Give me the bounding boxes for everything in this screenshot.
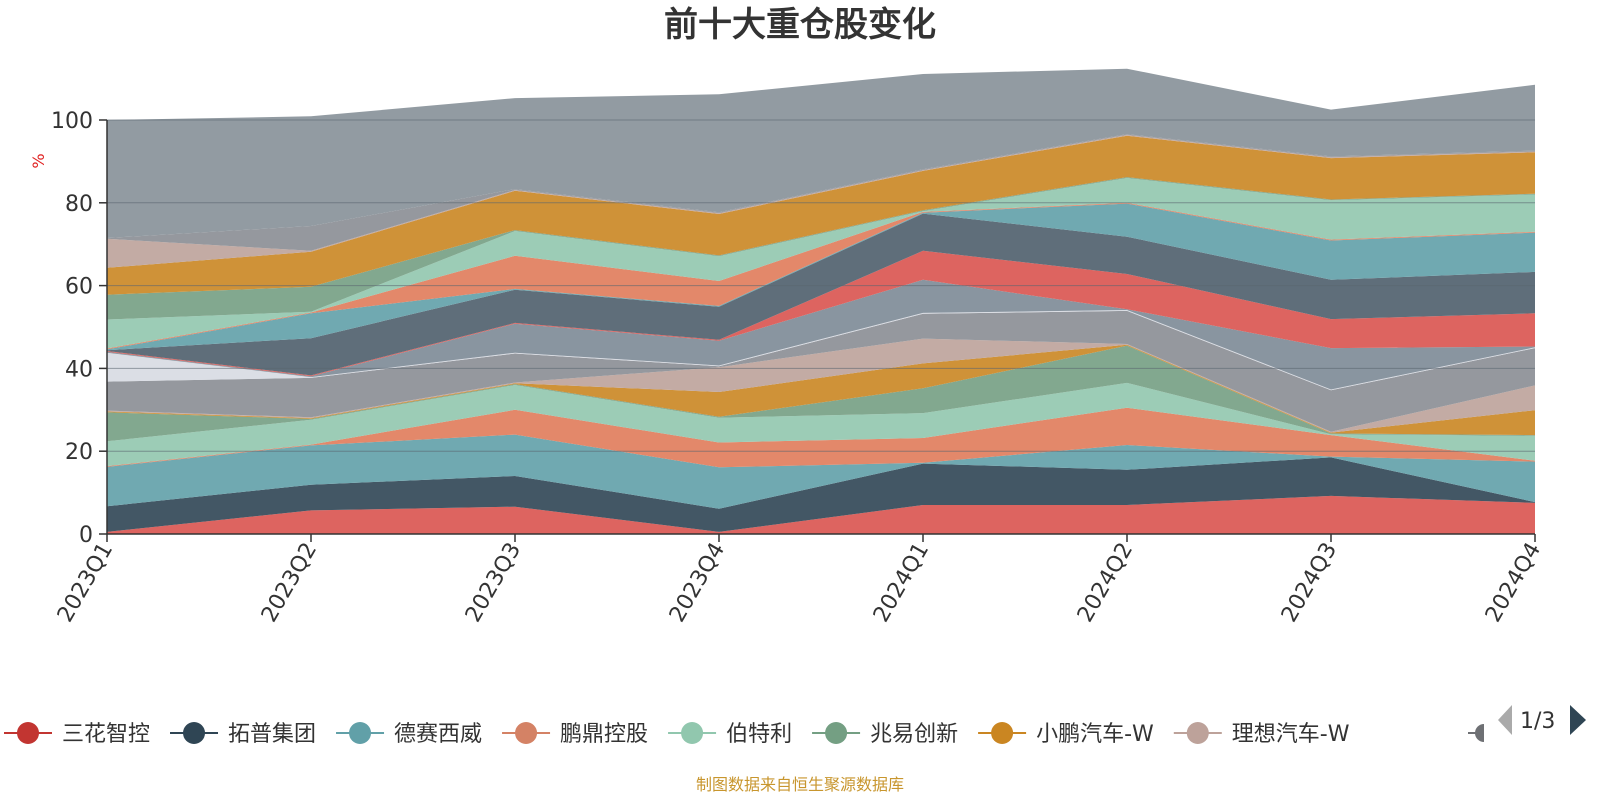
area-series-10 (107, 310, 1535, 391)
x-tick-label: 2023Q3 (461, 539, 526, 627)
y-tick-label: 0 (79, 523, 93, 548)
area-series-12 (107, 250, 1535, 377)
legend-marker-icon (17, 722, 39, 744)
legend-item[interactable]: 伯特利 (668, 722, 792, 747)
legend-page-indicator: 1/3 (1520, 709, 1555, 734)
legend-label: 拓普集团 (228, 722, 316, 747)
area-series-14 (107, 203, 1535, 351)
area-series-7 (107, 344, 1535, 436)
legend-label: 理想汽车-W (1232, 722, 1350, 747)
area-series-21 (107, 68, 1535, 238)
legend-item[interactable]: 拓普集团 (170, 722, 316, 747)
area-series-1 (107, 495, 1535, 534)
y-axis-unit-label: % (29, 153, 48, 168)
legend-item[interactable]: 理想汽车-W (1173, 722, 1350, 747)
legend-item[interactable]: 三花智控 (4, 722, 150, 747)
x-axis-ticks: 2023Q1 2023Q2 2023Q3 2023Q4 2024Q1 2024Q2 2024… (53, 534, 1546, 627)
area-series-4 (107, 407, 1535, 468)
y-axis-ticks: 0 20 40 60 80 100 (51, 109, 107, 548)
grid-lines (107, 119, 1535, 452)
area-series-13 (107, 213, 1535, 376)
legend-label: 鹏鼎控股 (560, 722, 648, 747)
area-series-8 (107, 338, 1535, 433)
area-series-11 (107, 279, 1535, 390)
area-series-6 (107, 345, 1535, 442)
area-series-5 (107, 382, 1535, 467)
area-series-17 (107, 177, 1535, 320)
chart-title: 前十大重仓股变化 (664, 5, 936, 45)
x-tick-label: 2024Q4 (1481, 539, 1546, 627)
area-series-group (107, 68, 1535, 534)
y-tick-label: 80 (65, 192, 93, 217)
legend-marker-icon (1475, 724, 1484, 742)
legend-prev-page-icon[interactable] (1498, 705, 1512, 735)
legend-marker-icon (825, 722, 848, 744)
legend-marker-icon (991, 722, 1014, 744)
y-tick-label: 100 (51, 109, 93, 134)
legend-label: 小鹏汽车-W (1036, 722, 1154, 747)
legend-marker-icon (681, 722, 704, 744)
area-series-3 (107, 434, 1535, 509)
x-tick-label: 2023Q1 (53, 539, 118, 627)
legend-marker-icon (1186, 722, 1209, 744)
x-tick-label: 2023Q2 (257, 539, 322, 627)
legend-item[interactable]: 兆易创新 (812, 722, 958, 747)
legend-item[interactable]: 小鹏汽车-W (978, 722, 1154, 747)
area-series-19 (107, 134, 1535, 268)
area-series-2 (107, 457, 1535, 532)
legend-label: 伯特利 (726, 722, 792, 747)
x-tick-label: 2024Q3 (1277, 539, 1342, 627)
legend-marker-icon (183, 722, 206, 744)
y-tick-label: 40 (65, 357, 93, 382)
data-source-note: 制图数据来自恒生聚源数据库 (696, 775, 904, 794)
legend-label: 德赛西威 (394, 722, 482, 747)
legend-item[interactable]: 鹏鼎控股 (502, 722, 648, 747)
area-series-9 (107, 310, 1535, 432)
legend-label: 三花智控 (62, 722, 150, 747)
area-series-18 (107, 135, 1535, 295)
x-tick-label: 2024Q2 (1073, 539, 1138, 627)
legend-marker-icon (515, 722, 538, 744)
area-series-20 (107, 134, 1535, 251)
legend-pager: 1/3 (1498, 705, 1586, 735)
x-tick-label: 2024Q1 (869, 539, 934, 627)
legend-next-page-icon[interactable] (1570, 705, 1586, 735)
x-tick-label: 2023Q4 (665, 539, 730, 627)
y-tick-label: 60 (65, 275, 93, 300)
y-tick-label: 20 (65, 440, 93, 465)
legend: 三花智控 拓普集团 德赛西威 鹏鼎控股 伯特利 兆易创新 小鹏汽车-W 理想汽车-W (4, 722, 1484, 747)
legend-label: 兆易创新 (870, 722, 958, 747)
axes (106, 120, 1535, 535)
legend-item[interactable]: 德赛西威 (336, 722, 482, 747)
legend-marker-icon (349, 722, 372, 744)
legend-item-partial[interactable] (1468, 724, 1484, 742)
